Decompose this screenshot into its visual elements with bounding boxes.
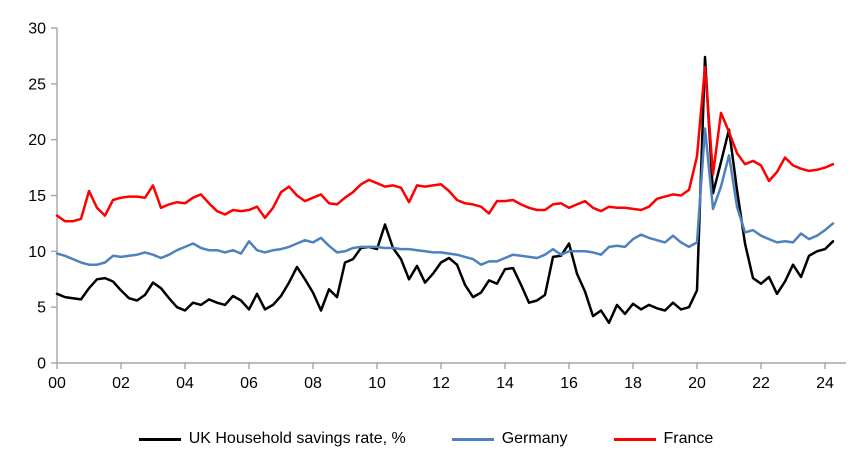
x-tick-label: 00	[48, 375, 66, 392]
series-line-uk	[55, 55, 835, 325]
x-tick-label: 12	[432, 375, 450, 392]
x-tick-label: 08	[304, 375, 322, 392]
chart-legend: UK Household savings rate, % Germany Fra…	[0, 426, 852, 452]
x-tick-label: 04	[176, 375, 194, 392]
y-tick-label: 10	[28, 244, 46, 261]
legend-line-uk-icon	[138, 437, 181, 441]
legend-item-germany: Germany	[451, 430, 568, 448]
series-line-france	[55, 65, 835, 223]
x-tick-label: 18	[624, 375, 642, 392]
y-tick-label: 15	[28, 188, 46, 205]
legend-label-france: France	[663, 430, 714, 447]
legend-line-germany-icon	[451, 437, 494, 441]
legend-line-france-icon	[613, 437, 656, 441]
legend-item-uk: UK Household savings rate, %	[138, 430, 406, 448]
x-tick-label: 14	[496, 375, 514, 392]
x-tick-label: 02	[112, 375, 130, 392]
legend-label-germany: Germany	[501, 430, 568, 447]
y-tick-label: 25	[28, 76, 46, 93]
x-tick-label: 24	[816, 375, 834, 392]
x-tick-label: 20	[688, 375, 706, 392]
y-tick-label: 20	[28, 132, 46, 149]
series-line-germany	[55, 127, 835, 266]
x-tick-label: 16	[560, 375, 578, 392]
x-tick-label: 06	[240, 375, 258, 392]
x-tick-label: 10	[368, 375, 386, 392]
y-tick-label: 30	[28, 21, 46, 38]
x-tick-label: 22	[752, 375, 770, 392]
legend-label-uk: UK Household savings rate, %	[188, 430, 406, 447]
y-tick-label: 5	[37, 300, 46, 317]
legend-item-france: France	[613, 430, 714, 448]
y-tick-label: 0	[37, 356, 46, 373]
